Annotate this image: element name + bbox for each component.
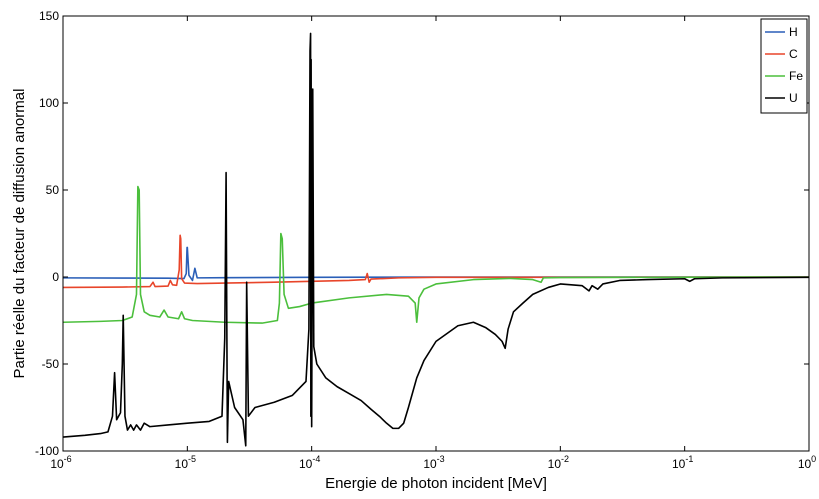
y-tick-label: -100 [35,444,59,458]
legend-label-c: C [789,47,798,61]
x-tick-label: 100 [798,454,816,471]
series-c-line [63,234,809,289]
x-tick-label: 10-1 [672,454,693,471]
series-fe-line [63,185,809,324]
legend-label-h: H [789,25,798,39]
series-h-line [63,246,809,282]
y-axis: -100 -50 0 50 100 150 [35,9,809,458]
legend: HC Fe U [760,18,808,114]
series-u-line [63,32,809,447]
x-axis-label: Energie de photon incident [MeV] [325,475,547,492]
x-tick-label: 10-6 [50,454,71,471]
y-tick-label: -50 [42,357,60,371]
y-tick-label: 100 [39,96,59,110]
y-tick-label: 50 [46,183,60,197]
x-tick-label: 10-2 [548,454,569,471]
legend-box [760,18,808,114]
y-tick-label: 150 [39,9,59,23]
x-tick-label: 10-5 [175,454,196,471]
x-tick-label: 10-4 [299,454,320,471]
y-axis-label: Partie réelle du facteur de diffusion an… [11,89,28,379]
plot-lines [63,32,809,447]
y-tick-label: 0 [52,270,59,284]
x-tick-label: 10-3 [423,454,444,471]
x-axis: 10-6 10-5 10-4 10-3 10-2 10-1 100 [50,16,816,471]
legend-label-fe: Fe [789,69,803,83]
legend-label-u: U [789,91,798,105]
